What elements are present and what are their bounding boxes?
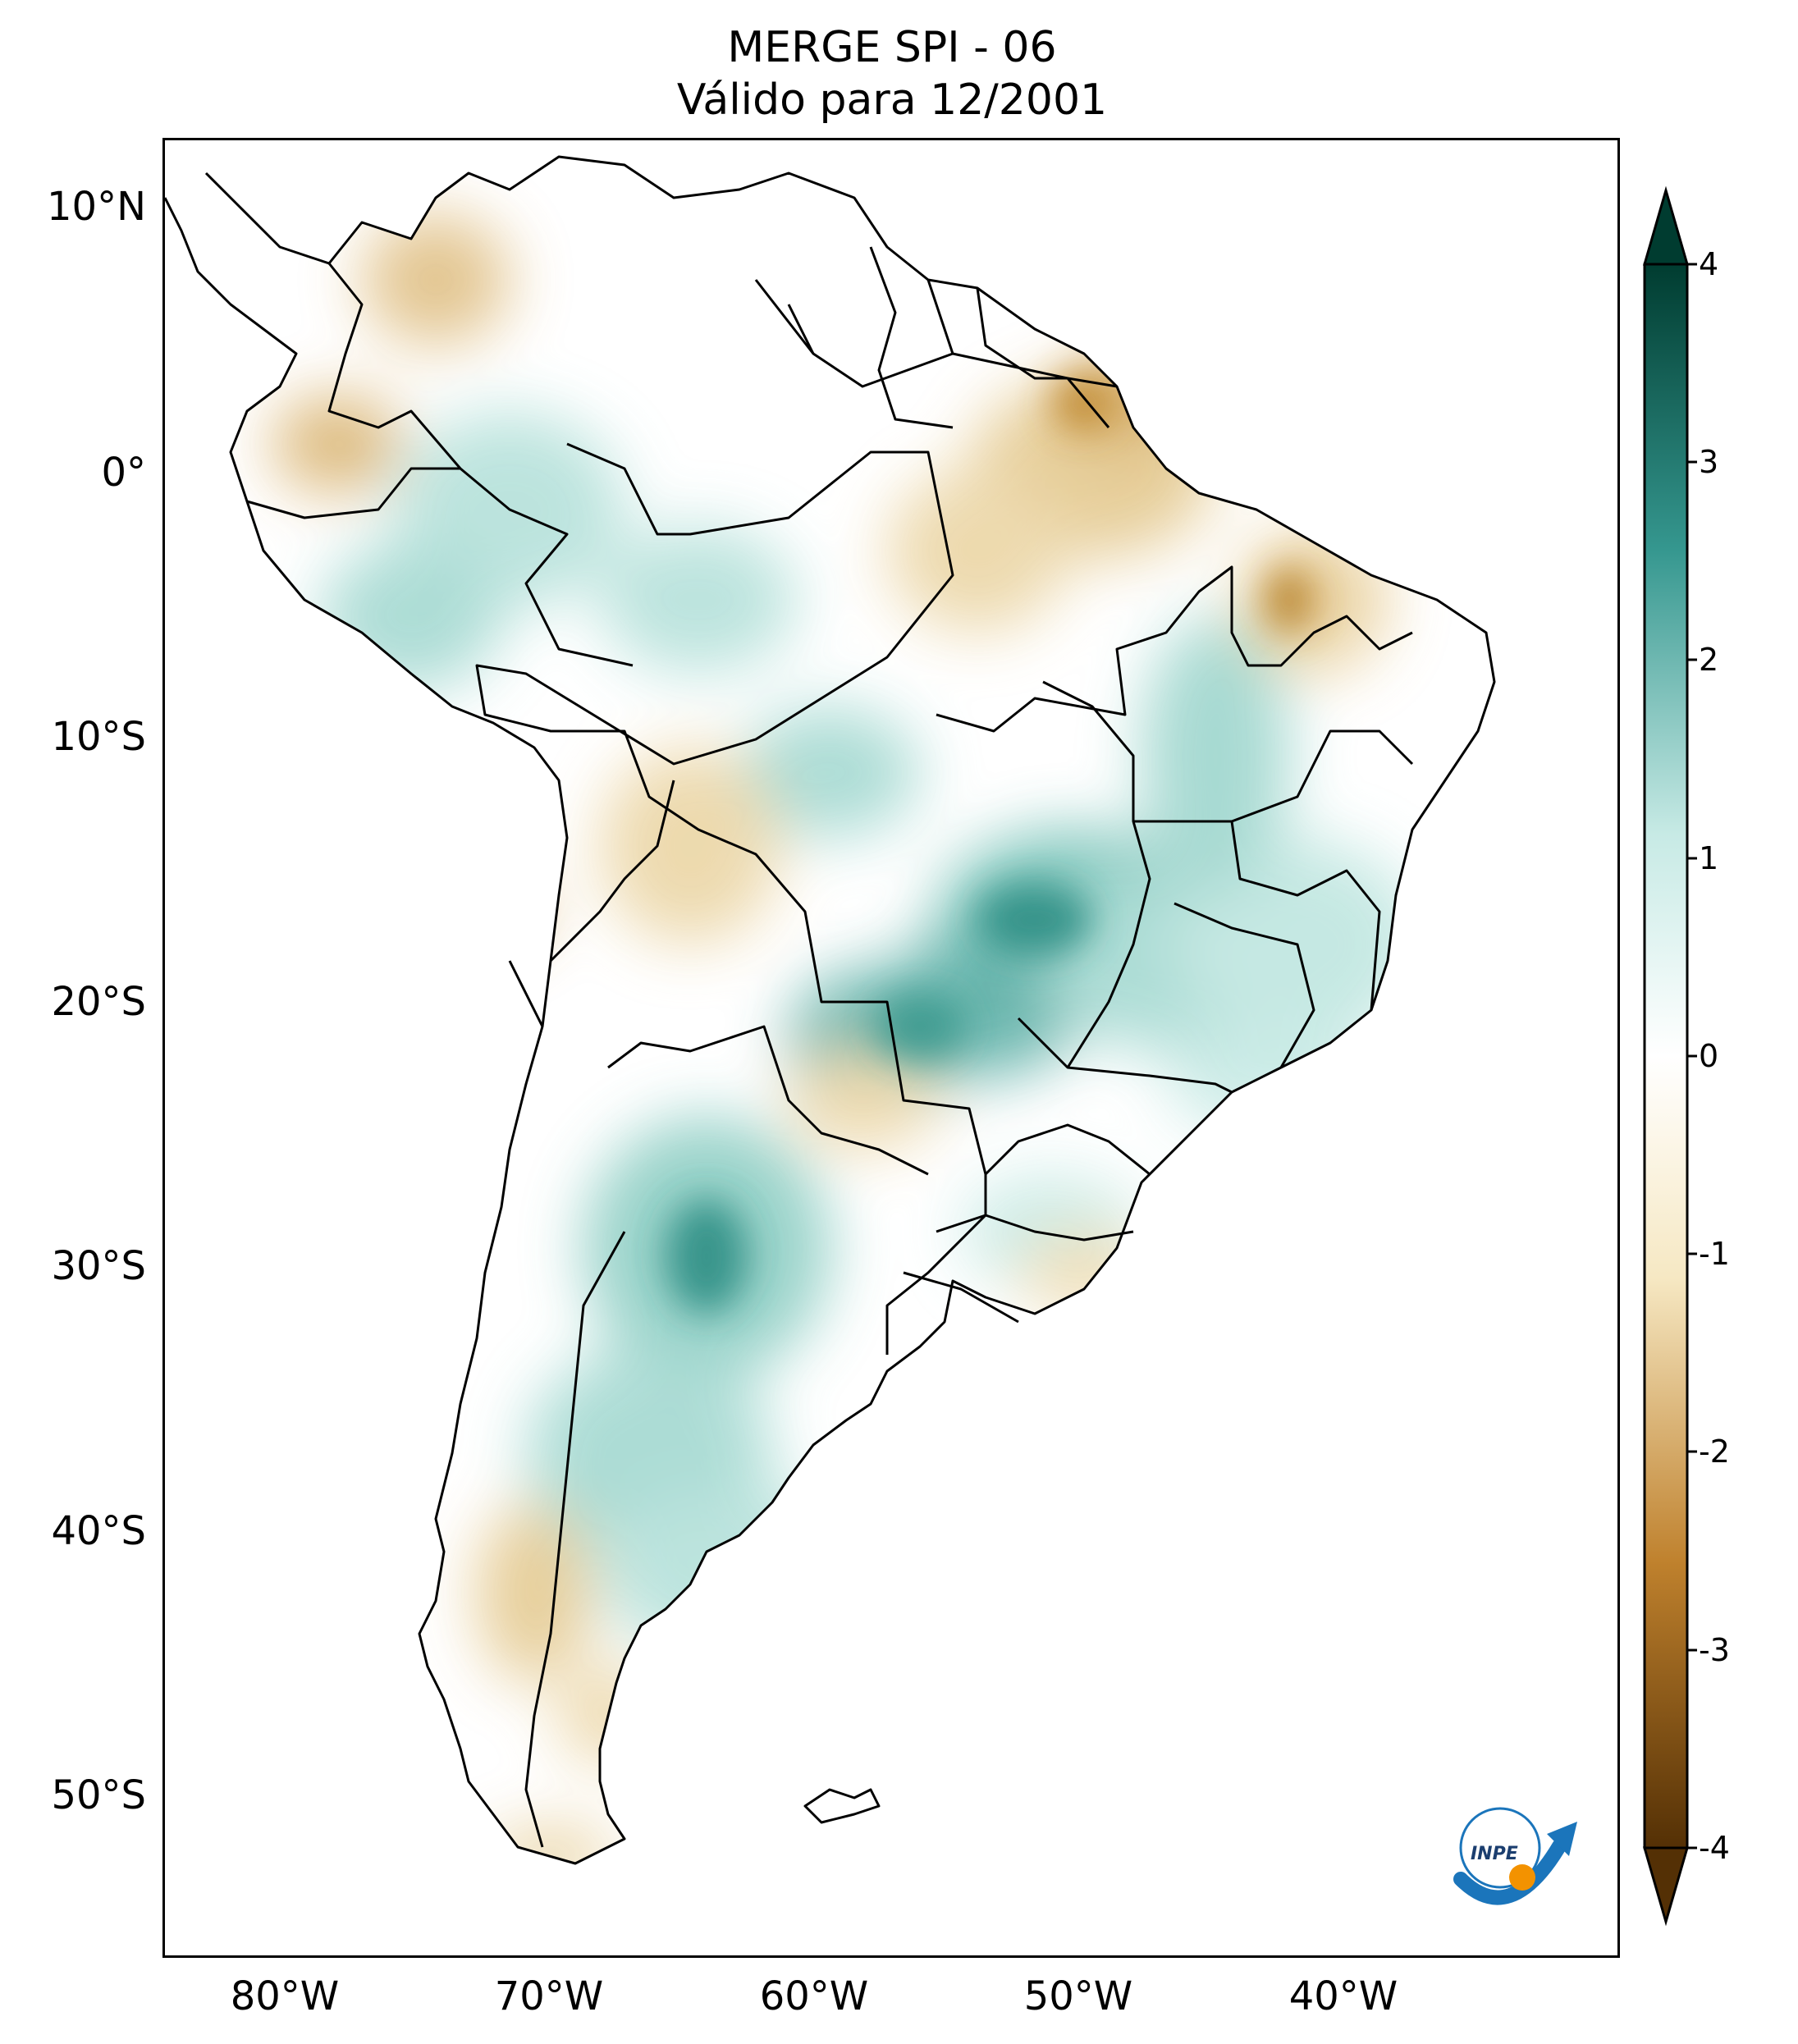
lon-label-50w: 50°W [1023,1973,1133,2019]
lat-label-30s: 30°S [51,1243,146,1289]
lat-label-50s: 50°S [51,1772,146,1818]
map-title: MERGE SPI - 06 [727,23,1057,72]
colorbar [1643,185,1697,1927]
logo-arrow-icon [1547,1822,1577,1856]
border-brazil [475,279,1110,1355]
map-canvas [165,155,1496,1865]
lat-label-0: 0° [101,450,146,496]
colorbar-top-arrow [1643,185,1689,266]
map-panel [162,138,1620,1958]
logo-orbit-circle [1459,1807,1541,1889]
map-subtitle: Válido para 12/2001 [676,75,1108,125]
colorbar-gradient [1643,263,1689,1850]
lon-label-80w: 80°W [230,1973,340,2019]
colorbar-bottom-arrow [1643,1846,1689,1927]
colorbar-label-neg2: -2 [1699,1434,1730,1470]
lon-label-70w: 70°W [494,1973,604,2019]
lon-label-40w: 40°W [1288,1973,1398,2019]
colorbar-label-neg4: -4 [1699,1830,1730,1866]
colorbar-label-0: 0 [1699,1038,1719,1074]
lat-label-20s: 20°S [51,979,146,1025]
colorbar-label-3: 3 [1699,444,1719,480]
lat-label-10n: 10°N [47,184,146,230]
colorbar-label-2: 2 [1699,642,1719,678]
logo-swoosh [1453,1839,1567,1905]
inpe-logo: INPE [1453,1807,1577,1905]
logo-text: INPE [1471,1844,1518,1864]
lat-label-10s: 10°S [51,714,146,760]
coastline [165,155,1496,1865]
border-northwest [246,263,634,667]
colorbar-label-neg1: -1 [1699,1236,1730,1272]
border-states [903,565,1414,1324]
lat-label-40s: 40°S [51,1508,146,1554]
colorbar-label-1: 1 [1699,840,1719,876]
border-andes [508,780,929,1848]
logo-sun-icon [1509,1864,1535,1891]
island-falklands [803,1788,881,1824]
borders [165,155,1496,1865]
lon-label-60w: 60°W [759,1973,869,2019]
colorbar-label-4: 4 [1699,246,1719,282]
colorbar-ticks [1687,263,1697,1850]
border-north-countries [787,246,1118,429]
colorbar-label-neg3: -3 [1699,1632,1730,1668]
